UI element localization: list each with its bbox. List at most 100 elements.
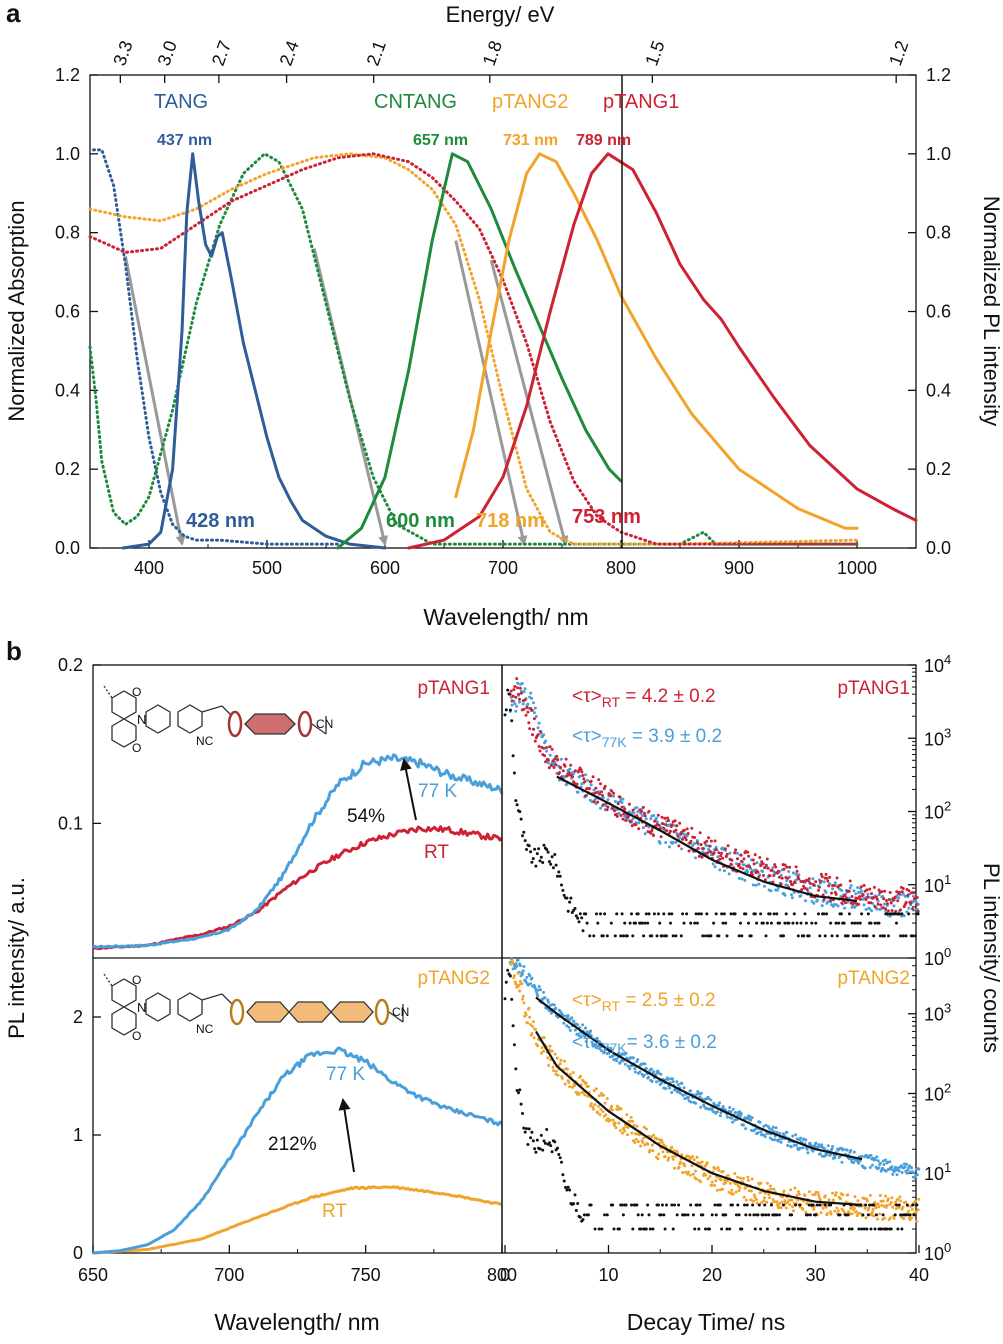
panel-a-ylabel-right: Normalized PL intensity — [979, 196, 1003, 426]
data-point — [876, 1159, 880, 1163]
data-point — [605, 808, 609, 812]
data-point — [801, 880, 805, 883]
data-point — [779, 1206, 783, 1210]
data-point — [728, 1106, 732, 1109]
panel-b-left-xlabel: Wavelength/ nm — [214, 1309, 379, 1335]
data-point — [694, 856, 697, 860]
tick-base: 10 — [924, 1005, 944, 1025]
data-point — [739, 1176, 743, 1180]
data-point — [816, 1191, 820, 1194]
data-point — [640, 1213, 644, 1217]
data-point — [796, 934, 800, 938]
data-point — [678, 821, 682, 825]
data-point — [592, 1107, 595, 1111]
y-tick-label: 1 — [73, 1125, 83, 1145]
data-point — [718, 1114, 722, 1118]
data-point — [878, 1161, 882, 1165]
data-point — [555, 754, 559, 758]
y-tick-label: 0.2 — [58, 655, 83, 675]
data-point — [796, 1227, 800, 1231]
data-point — [742, 863, 746, 867]
data-point — [511, 961, 515, 965]
data-point — [706, 1177, 710, 1181]
data-point — [822, 897, 826, 901]
data-point — [867, 1206, 871, 1210]
data-point — [562, 1179, 566, 1183]
data-point — [519, 817, 523, 821]
data-point — [864, 898, 868, 901]
data-point — [681, 912, 685, 916]
tau-77k-bottom-value: = 3.6 ± 0.2 — [627, 1032, 717, 1053]
data-point — [533, 706, 537, 710]
left-bottom-77k: 77 K — [326, 1064, 365, 1085]
data-point — [826, 1212, 829, 1215]
top-tick-label: 2.7 — [208, 38, 235, 68]
data-point — [546, 761, 550, 765]
data-point — [818, 1198, 822, 1202]
data-point — [560, 1160, 563, 1164]
data-point — [524, 713, 528, 717]
data-point — [749, 871, 753, 874]
data-point — [550, 1049, 554, 1053]
data-point — [686, 1213, 690, 1217]
data-point — [834, 1193, 837, 1197]
data-point — [719, 854, 723, 858]
data-point — [515, 803, 519, 807]
tau-77k-top-sub: 77K — [602, 734, 628, 750]
data-point — [817, 912, 820, 916]
data-point — [646, 1142, 650, 1146]
data-point — [695, 841, 699, 845]
data-point — [714, 845, 718, 849]
y2-tick-label: 0.2 — [926, 459, 951, 479]
y2-tick-label: 0.4 — [926, 380, 951, 400]
data-point — [589, 779, 593, 783]
data-point — [770, 868, 774, 872]
data-point — [697, 1227, 701, 1231]
data-point — [617, 1227, 621, 1231]
data-point — [744, 1198, 748, 1202]
data-point — [782, 934, 785, 938]
data-point — [765, 1200, 769, 1204]
data-point — [565, 1067, 569, 1071]
data-point — [657, 1152, 661, 1156]
data-point — [886, 909, 890, 913]
data-point — [742, 857, 746, 861]
data-point — [681, 1171, 685, 1175]
data-point — [601, 803, 605, 807]
data-point — [605, 1097, 609, 1100]
data-point — [518, 700, 521, 704]
data-point — [789, 1188, 793, 1192]
data-point — [549, 862, 553, 866]
data-point — [768, 1136, 772, 1140]
data-point — [649, 831, 653, 835]
data-point — [744, 912, 748, 916]
data-point — [530, 696, 534, 700]
data-point — [834, 1191, 838, 1195]
data-point — [647, 825, 651, 829]
data-point — [523, 698, 527, 702]
data-point — [818, 1203, 822, 1207]
data-point — [709, 934, 713, 938]
data-point — [808, 881, 812, 885]
data-point — [758, 1191, 762, 1195]
data-point — [768, 912, 772, 916]
left-top-rt: RT — [424, 842, 449, 863]
x-tick-label: 10 — [598, 1265, 618, 1285]
data-point — [717, 851, 721, 855]
data-point — [671, 1080, 675, 1084]
data-point — [817, 888, 820, 892]
data-point — [885, 1227, 889, 1231]
data-point — [769, 1203, 773, 1207]
data-point — [577, 1092, 581, 1096]
data-point — [744, 1213, 748, 1217]
data-point — [535, 852, 539, 856]
data-point — [801, 1207, 805, 1211]
data-point — [916, 912, 920, 916]
data-point — [579, 1035, 583, 1039]
data-point — [812, 883, 816, 887]
data-point — [644, 1127, 648, 1131]
data-point — [726, 1179, 729, 1183]
data-point — [862, 1227, 866, 1231]
data-point — [756, 1213, 760, 1217]
